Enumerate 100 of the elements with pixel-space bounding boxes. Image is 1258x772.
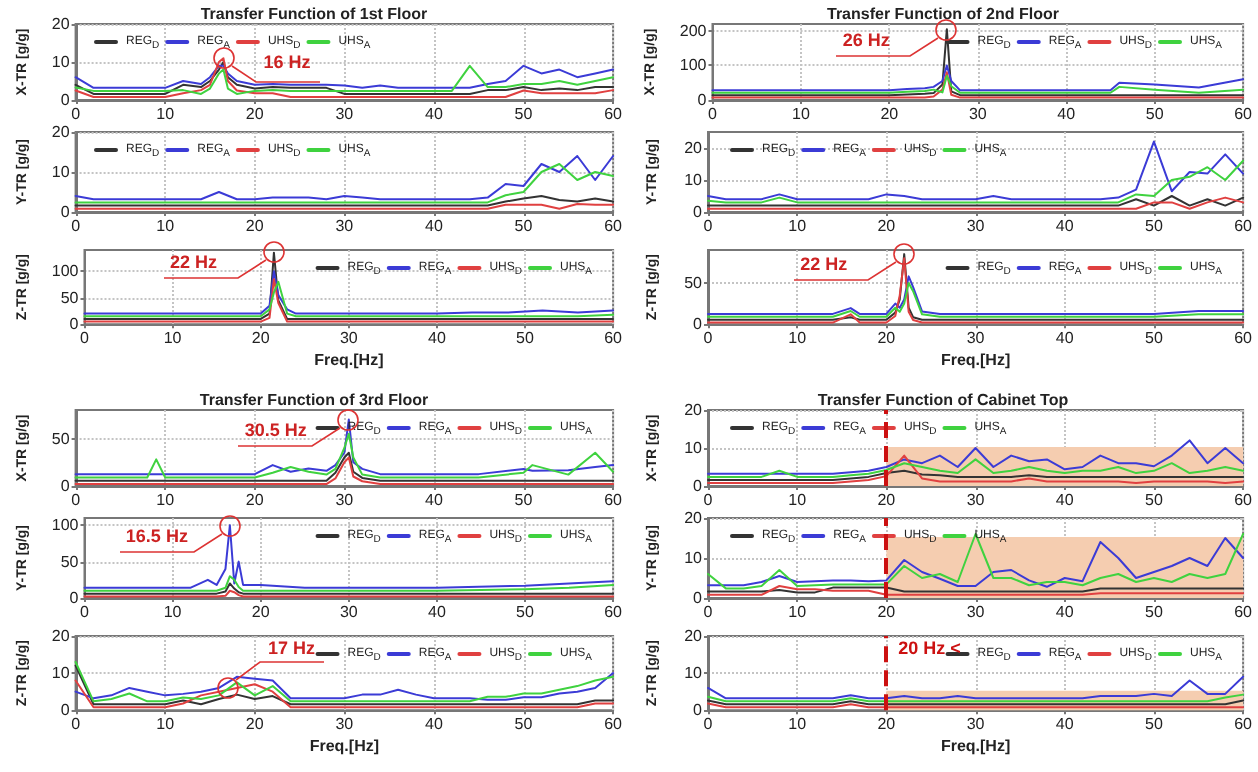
y-tick-label: 10 — [684, 549, 704, 567]
x-tick-label: 10 — [788, 217, 808, 235]
x-axis-title: Freq.[Hz] — [940, 737, 1011, 756]
x-tick-label: 10 — [163, 329, 183, 348]
x-tick-label: 30 — [335, 491, 355, 509]
x-tick-label: 20 — [877, 603, 897, 621]
x-tick-label: 60 — [604, 491, 624, 509]
x-tick-label: 40 — [425, 491, 444, 509]
y-tick-label: 20 — [51, 15, 71, 33]
x-tick-label: 60 — [1234, 217, 1254, 235]
y-tick-label: 10 — [51, 664, 71, 683]
x-tick-label: 10 — [788, 491, 808, 509]
y-tick-label: 20 — [684, 509, 704, 527]
x-tick-label: 40 — [425, 105, 444, 123]
x-tick-label: 40 — [425, 217, 444, 235]
x-tick-label: 20 — [877, 217, 897, 235]
x-tick-label: 30 — [335, 105, 355, 123]
x-tick-label: 40 — [1055, 603, 1075, 621]
y-tick-label: 20 — [51, 123, 71, 141]
x-tick-label: 60 — [604, 105, 624, 123]
y-tick-label: 50 — [60, 288, 80, 307]
x-tick-label: 30 — [966, 491, 986, 509]
y-tick-label: 50 — [684, 273, 704, 292]
annotation: 16.5 Hz — [125, 525, 188, 546]
ref-line-label: 20 Hz < — [898, 637, 961, 658]
x-tick-label: 20 — [245, 491, 265, 509]
x-tick-label: 40 — [1057, 105, 1077, 123]
x-tick-label: 10 — [156, 491, 176, 509]
x-tick-label: 30 — [335, 217, 355, 235]
y-tick-label: 0 — [693, 315, 704, 334]
x-tick-label: 40 — [1055, 715, 1075, 734]
x-tick-label: 40 — [427, 329, 447, 348]
y-tick-label: 0 — [693, 589, 704, 607]
chart-title: Transfer Function of Cabinet Top — [817, 391, 1069, 409]
y-tick-label: 200 — [679, 21, 708, 40]
x-tick-label: 10 — [788, 603, 808, 621]
y-tick-label: 0 — [60, 203, 71, 221]
y-tick-label: 10 — [684, 171, 704, 189]
y-tick-label: 100 — [51, 516, 80, 535]
annotation: 22 Hz — [800, 254, 848, 275]
x-tick-label: 60 — [604, 715, 624, 734]
x-tick-label: 50 — [1145, 603, 1164, 621]
y-tick-label: 0 — [693, 203, 704, 221]
x-tick-label: 10 — [156, 715, 176, 734]
x-tick-label: 40 — [1055, 491, 1075, 509]
y-tick-label: 0 — [693, 701, 704, 720]
x-tick-label: 50 — [516, 603, 535, 621]
y-tick-label: 10 — [51, 163, 71, 181]
y-tick-label: 10 — [684, 664, 704, 683]
x-tick-label: 60 — [1234, 105, 1254, 123]
y-tick-label: 0 — [60, 91, 71, 109]
x-tick-label: 60 — [1234, 329, 1254, 348]
y-tick-label: 0 — [69, 315, 80, 334]
x-tick-label: 60 — [604, 603, 624, 621]
y-tick-label: 20 — [51, 627, 71, 645]
x-axis-title: Freq.[Hz] — [940, 351, 1011, 370]
x-tick-label: 20 — [877, 715, 897, 734]
annotation: 16 Hz — [263, 52, 311, 73]
x-tick-label: 20 — [245, 217, 265, 235]
x-tick-label: 50 — [514, 491, 534, 509]
x-tick-label: 30 — [966, 217, 986, 235]
x-tick-label: 20 — [251, 603, 271, 621]
x-tick-label: 30 — [968, 105, 988, 123]
x-axis-title: Freq.[Hz] — [314, 351, 385, 370]
annotation: 22 Hz — [169, 252, 217, 273]
annotation: 17 Hz — [267, 637, 315, 658]
x-tick-label: 30 — [966, 603, 986, 621]
chart-title: Transfer Function of 1st Floor — [200, 5, 428, 23]
x-tick-label: 30 — [966, 329, 986, 348]
x-tick-label: 50 — [1145, 105, 1165, 123]
y-tick-label: 50 — [60, 552, 80, 571]
y-tick-label: 20 — [684, 139, 704, 157]
x-axis-title: Freq.[Hz] — [309, 737, 380, 756]
annotation: 26 Hz — [842, 29, 890, 50]
y-tick-label: 0 — [60, 477, 71, 495]
x-tick-label: 50 — [514, 217, 534, 235]
x-tick-label: 60 — [604, 217, 624, 235]
x-tick-label: 20 — [877, 491, 897, 509]
y-tick-label: 10 — [684, 439, 704, 457]
x-tick-label: 20 — [245, 105, 265, 123]
x-tick-label: 30 — [335, 715, 355, 734]
y-tick-label: 100 — [679, 56, 708, 75]
x-tick-label: 10 — [156, 105, 176, 123]
x-tick-label: 50 — [514, 105, 534, 123]
x-tick-label: 60 — [604, 329, 624, 348]
x-tick-label: 20 — [245, 715, 265, 734]
x-tick-label: 50 — [1145, 491, 1164, 509]
chart-title: Transfer Function of 3rd Floor — [199, 391, 429, 409]
x-tick-label: 50 — [514, 715, 534, 734]
y-tick-label: 50 — [51, 429, 71, 448]
x-tick-label: 20 — [877, 329, 897, 348]
x-tick-label: 40 — [1055, 217, 1075, 235]
x-tick-label: 20 — [251, 329, 271, 348]
x-tick-label: 40 — [427, 603, 447, 621]
chart-title: Transfer Function of 2nd Floor — [827, 5, 1059, 23]
y-tick-label: 10 — [51, 53, 71, 71]
y-tick-label: 100 — [51, 262, 80, 281]
x-tick-label: 30 — [966, 715, 986, 734]
x-tick-label: 50 — [1145, 217, 1164, 235]
x-tick-label: 30 — [339, 603, 359, 621]
